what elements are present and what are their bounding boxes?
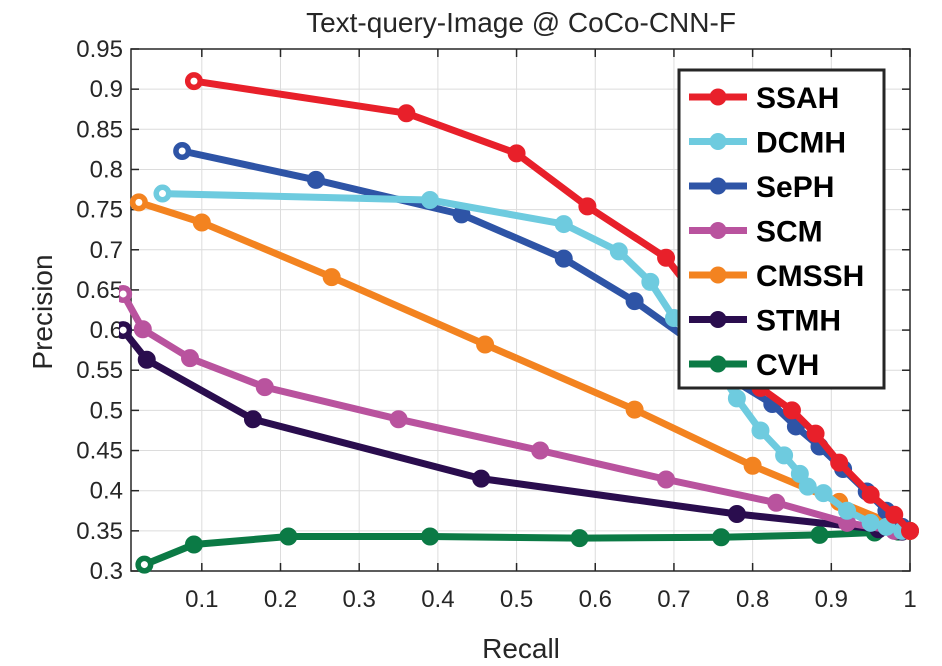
x-tick-label: 1: [903, 586, 916, 613]
data-point-ssah: [397, 104, 416, 123]
y-tick-label: 0.75: [76, 197, 123, 224]
data-point-seph: [554, 249, 573, 268]
data-point-cvh: [570, 529, 589, 548]
data-point-scm: [389, 410, 408, 429]
data-point-ssah: [885, 505, 904, 524]
y-tick-label: 0.95: [76, 36, 123, 63]
data-point-scm: [133, 320, 152, 339]
data-point-cmssh: [476, 335, 495, 354]
legend-marker-ssah: [709, 88, 727, 106]
legend-label-seph: SePH: [756, 171, 834, 204]
legend: SSAH DCMH SePH SCM CMSSH STMH CVH: [677, 68, 886, 390]
data-point-cvh: [810, 525, 829, 544]
x-tick-label: 0.3: [343, 586, 376, 613]
y-tick-label: 0.55: [76, 357, 123, 384]
y-tick-label: 0.35: [76, 518, 123, 545]
data-point-dcmh: [838, 501, 857, 520]
data-point-ssah: [901, 521, 919, 540]
data-point-ssah: [782, 401, 801, 420]
data-point-ssah: [830, 453, 849, 472]
data-point-dcmh: [861, 513, 880, 532]
data-point-ssah: [578, 197, 597, 216]
data-point-core-seph: [178, 147, 186, 155]
x-tick-label: 0.8: [736, 586, 769, 613]
y-tick-label: 0.45: [76, 438, 123, 465]
data-point-cmssh: [322, 268, 341, 287]
data-point-dcmh: [751, 421, 770, 440]
data-point-dcmh: [798, 477, 817, 496]
data-point-scm: [255, 378, 274, 397]
data-point-cvh: [279, 527, 298, 546]
legend-marker-dcmh: [709, 133, 727, 150]
data-point-core-ssah: [190, 77, 198, 85]
data-point-core-cmssh: [135, 198, 143, 206]
data-point-dcmh: [814, 484, 833, 503]
x-tick-label: 0.7: [657, 586, 690, 613]
data-point-cvh: [421, 527, 440, 546]
data-point-ssah: [806, 424, 825, 443]
y-tick-label: 0.9: [90, 76, 123, 103]
data-point-stmh: [472, 469, 491, 488]
data-point-dcmh: [554, 215, 573, 234]
legend-label-cvh: CVH: [756, 349, 819, 382]
legend-marker-seph: [709, 177, 727, 195]
y-tick-label: 0.7: [90, 237, 123, 264]
data-point-stmh: [727, 504, 746, 523]
data-point-dcmh: [609, 242, 628, 261]
data-point-stmh: [243, 410, 262, 429]
legend-label-cmssh: CMSSH: [756, 260, 864, 293]
data-point-seph: [306, 170, 325, 189]
data-point-cvh: [184, 535, 203, 554]
y-tick-label: 0.4: [90, 478, 123, 505]
data-point-dcmh: [727, 389, 746, 408]
y-tick-label: 0.85: [76, 116, 123, 143]
x-tick-label: 0.1: [185, 586, 218, 613]
data-point-cvh: [712, 528, 731, 547]
chart-title: Text-query-Image @ CoCo-CNN-F: [306, 7, 736, 38]
data-point-core-scm: [119, 290, 127, 298]
data-point-cmssh: [625, 400, 644, 419]
data-point-scm: [767, 493, 786, 512]
legend-marker-stmh: [709, 311, 727, 328]
series-line-scm: [119, 290, 898, 535]
data-point-ssah: [507, 144, 526, 163]
data-point-cmssh: [192, 213, 211, 232]
y-tick-label: 0.5: [90, 397, 123, 424]
legend-marker-cmssh: [709, 266, 727, 284]
legend-label-ssah: SSAH: [756, 82, 839, 115]
legend-box: [677, 68, 886, 390]
x-tick-label: 0.5: [500, 586, 533, 613]
data-point-scm: [531, 441, 550, 460]
x-tick-label: 0.2: [264, 586, 297, 613]
data-point-scm: [181, 349, 200, 368]
legend-label-scm: SCM: [756, 216, 823, 249]
y-tick-label: 0.8: [90, 156, 123, 183]
x-axis-label: Recall: [482, 633, 560, 664]
y-tick-label: 0.6: [90, 317, 123, 344]
data-point-stmh: [137, 350, 156, 369]
x-tick-label: 0.4: [421, 586, 454, 613]
y-axis-label: Precision: [27, 254, 58, 369]
legend-marker-cvh: [709, 355, 727, 373]
data-point-dcmh: [641, 272, 660, 291]
data-point-dcmh: [775, 446, 794, 465]
data-point-seph: [625, 292, 644, 311]
data-point-core-stmh: [119, 326, 127, 334]
data-point-ssah: [657, 248, 676, 267]
x-tick-label: 0.6: [579, 586, 612, 613]
legend-marker-scm: [709, 222, 727, 239]
data-point-core-dcmh: [158, 190, 166, 198]
axis-ticks: 0.1 0.2 0.3 0.4 0.5 0.6 0.7 0.8 0.9 1 0.3 0.35 0.4 0.…: [76, 36, 916, 613]
data-point-scm: [657, 470, 676, 489]
data-point-core-cvh: [140, 561, 148, 569]
legend-label-dcmh: DCMH: [756, 127, 846, 160]
data-point-ssah: [861, 485, 880, 504]
x-tick-label: 0.9: [815, 586, 848, 613]
y-tick-label: 0.3: [90, 558, 123, 585]
legend-label-stmh: STMH: [756, 305, 841, 338]
y-tick-label: 0.65: [76, 277, 123, 304]
data-point-cmssh: [743, 456, 762, 475]
data-point-dcmh: [421, 190, 440, 209]
